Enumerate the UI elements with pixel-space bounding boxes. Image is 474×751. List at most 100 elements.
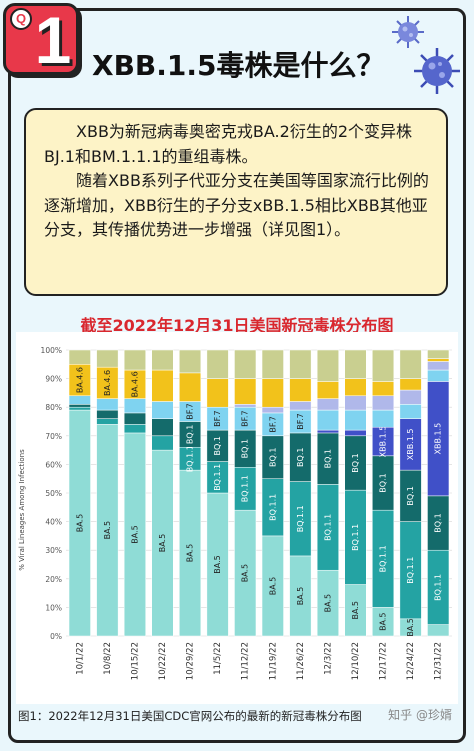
figure-caption: 图1：2022年12月31日美国CDC官网公布的最新的新冠毒株分布图 — [18, 709, 362, 723]
bar-data-label: BA.5 — [75, 514, 84, 532]
bar-segment — [289, 378, 312, 402]
bar-segment — [261, 378, 284, 408]
bar-segment — [399, 349, 422, 379]
bar-data-label: BQ.1 — [434, 513, 443, 532]
bar-segment — [261, 349, 284, 379]
bar-segment — [316, 398, 339, 411]
bar-segment — [206, 349, 229, 379]
y-tick-label: 40% — [45, 518, 62, 527]
bar-data-label: BA.5 — [379, 612, 388, 630]
bar-data-label: BA.5 — [158, 534, 167, 552]
bar-segment — [151, 369, 174, 402]
bar-segment — [316, 381, 339, 399]
bar-segment — [427, 361, 450, 371]
bar-segment — [372, 395, 395, 411]
bar-data-label: BQ.1 — [186, 425, 195, 444]
bar-segment — [151, 401, 174, 419]
x-tick-label: 11/26/22 — [296, 642, 306, 680]
stacked-bar-chart: 0% 10% 20% 30% 40% 50% 60% 70% 80% 90% 100% BA.5 BA.… — [41, 346, 452, 680]
bar-segment — [344, 378, 367, 397]
bar-data-label: BQ.1 — [213, 436, 222, 455]
bar-data-label: BF.7 — [268, 416, 277, 432]
bar-segment — [344, 395, 367, 411]
bar-data-label: BA.4.6 — [75, 367, 84, 393]
bar-segment — [68, 349, 91, 365]
x-tick-label: 10/1/22 — [75, 642, 85, 675]
intro-textbox: XBB为新冠病毒奥密克戎BA.2衍生的2个变异株BJ.1和BM.1.1.1的重组… — [24, 108, 448, 296]
bar-segment — [151, 418, 174, 437]
bar-segment — [151, 435, 174, 451]
bar-data-label: BA.5 — [296, 587, 305, 605]
bar-segment — [427, 624, 450, 637]
bar-data-label: BA.5 — [406, 618, 415, 636]
bar-segment — [151, 349, 174, 371]
bar-data-label: XBB.1.5 — [434, 423, 443, 455]
bar-segment — [96, 398, 119, 411]
intro-paragraph-1: XBB为新冠病毒奥密克戎BA.2衍生的2个变异株BJ.1和BM.1.1.1的重组… — [44, 122, 413, 166]
y-tick-label: 90% — [45, 375, 62, 384]
bar-segment — [123, 424, 146, 434]
bar-segment — [372, 349, 395, 382]
bar-segment — [68, 406, 91, 411]
bar-segment — [96, 418, 119, 425]
bar-data-label: BQ.1 — [241, 439, 250, 458]
y-tick-label: 100% — [41, 346, 62, 355]
bar-segment — [372, 381, 395, 397]
badge-number: 1 — [34, 3, 72, 77]
y-tick-label: 0% — [50, 632, 62, 641]
header: Q 1 XBB.1.5毒株是什么？ — [0, 0, 474, 100]
bar-data-label: BA.5 — [268, 577, 277, 595]
bar-data-label: BQ.1.1 — [268, 494, 277, 521]
x-tick-label: 10/29/22 — [186, 642, 196, 680]
bar-data-label: BA.5 — [241, 564, 250, 582]
x-tick-label: 11/5/22 — [213, 642, 223, 675]
bar-data-label: BQ.1.1 — [241, 475, 250, 502]
y-tick-label: 80% — [45, 403, 62, 412]
bar-data-label: BA.4.6 — [103, 370, 112, 396]
bar-segment — [68, 404, 91, 408]
virus-icon — [414, 48, 460, 94]
bar-segment — [96, 349, 119, 368]
bar-segment — [289, 349, 312, 379]
y-tick-label: 60% — [45, 460, 62, 469]
bar-segment — [234, 404, 257, 408]
bar-segment — [344, 409, 367, 431]
bar-segment — [427, 369, 450, 382]
bar-data-label: BQ.1 — [379, 473, 388, 492]
y-tick-label: 30% — [45, 546, 62, 555]
bar-data-label: BF.7 — [186, 403, 195, 419]
x-tick-label: 11/12/22 — [241, 642, 251, 680]
x-tick-label: 12/17/22 — [379, 642, 389, 680]
bar-data-label: BQ.1 — [323, 449, 332, 468]
bar-segment — [399, 404, 422, 419]
bar-segment — [316, 349, 339, 382]
bar-data-label: BQ.1.1 — [213, 464, 222, 491]
bar-data-label: XBB.1.5 — [379, 426, 388, 458]
x-tick-label: 12/24/22 — [406, 642, 416, 680]
bar-data-label: BA.5 — [130, 525, 139, 543]
x-tick-label: 10/22/22 — [158, 642, 168, 680]
bar-segment — [399, 378, 422, 391]
bar-data-label: BA.5 — [186, 544, 195, 562]
bar-data-label: BQ.1.1 — [351, 524, 360, 551]
bar-segment — [344, 429, 367, 437]
bar-data-label: BQ.1.1 — [186, 445, 195, 472]
x-tick-label: 11/19/22 — [268, 642, 278, 680]
bar-segment — [234, 349, 257, 379]
bar-segment — [344, 349, 367, 379]
bar-data-label: BQ.1 — [351, 453, 360, 472]
bar-data-label: BA.5 — [323, 594, 332, 612]
bar-data-label: BA.5 — [351, 601, 360, 619]
bar-segment — [179, 349, 202, 374]
bar-segment — [427, 349, 450, 359]
bar-data-label: BA.5 — [213, 555, 222, 573]
bar-segment — [179, 372, 202, 402]
bar-segment — [123, 398, 146, 414]
bar-data-label: BQ.1.1 — [406, 557, 415, 584]
bar-segment — [261, 406, 284, 414]
y-tick-label: 50% — [45, 489, 62, 498]
chart-title: 截至2022年12月31日美国新冠毒株分布图 — [80, 316, 394, 335]
bar-segment — [234, 378, 257, 405]
watermark: 知乎 @珍婿 — [388, 708, 452, 722]
bar-segment — [316, 429, 339, 434]
